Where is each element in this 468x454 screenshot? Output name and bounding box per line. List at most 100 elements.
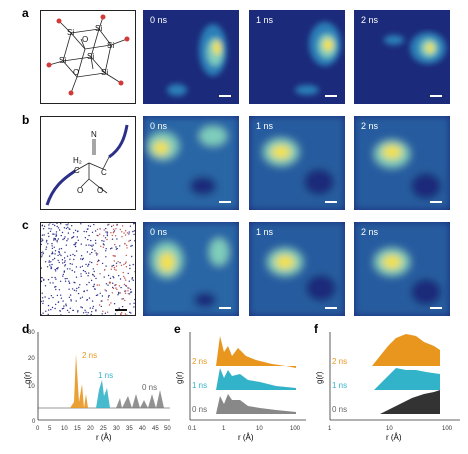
time-label-b-1: 1 ns xyxy=(256,121,274,131)
atom-dot xyxy=(51,263,53,266)
atom-dot xyxy=(46,266,49,268)
ytick: 20 xyxy=(28,356,35,362)
atom-dot xyxy=(76,236,78,238)
atom-dot xyxy=(84,309,86,311)
atom-dot xyxy=(87,275,89,277)
atom-dot xyxy=(86,284,88,286)
atom-dot xyxy=(41,238,43,240)
y-axis-label: g(r) xyxy=(316,371,324,384)
atom-dot xyxy=(54,268,56,271)
y-axis-label: g(r) xyxy=(176,371,184,384)
scale-bar xyxy=(219,95,231,97)
series-label-2ns: 2 ns xyxy=(192,357,207,366)
atom-dot xyxy=(99,233,101,235)
atom-dot xyxy=(62,273,64,276)
density-map-a-2ns: 2 ns xyxy=(354,10,450,104)
atom-dot xyxy=(74,282,76,284)
atom-dot xyxy=(115,228,117,230)
network-snapshot-svg xyxy=(41,223,135,315)
atom-dot xyxy=(43,225,46,227)
atom-dot xyxy=(55,278,57,280)
atom-dot xyxy=(110,232,112,234)
atom-dot xyxy=(101,313,103,315)
atom-dot xyxy=(123,232,125,234)
atom-dot xyxy=(124,290,126,292)
atom-dot xyxy=(86,228,89,230)
atom-dot xyxy=(112,232,115,234)
atom-dot xyxy=(47,279,50,281)
atom-dot xyxy=(54,307,56,310)
atom-dot xyxy=(134,298,135,301)
atom-dot xyxy=(51,251,54,253)
atom-dot xyxy=(111,292,114,294)
atom-dot xyxy=(55,270,57,272)
atom-dot xyxy=(86,251,89,253)
atom-dot xyxy=(89,261,91,263)
atom-dot xyxy=(45,248,47,250)
atom-dot xyxy=(127,293,129,295)
atom-dot xyxy=(111,238,114,240)
time-label-a-0: 0 ns xyxy=(150,15,168,25)
poss-molecule-diagram: Si Si Si Si Si Si O O xyxy=(40,10,136,104)
atom-dot xyxy=(134,264,135,266)
atom-dot xyxy=(60,234,62,237)
poss-cage-svg: Si Si Si Si Si Si O O xyxy=(46,14,130,96)
xtick: 10 xyxy=(256,426,263,432)
atom-dot xyxy=(44,285,47,287)
atom-dot xyxy=(47,232,49,234)
atom-dot xyxy=(51,253,53,255)
atom-dot xyxy=(88,244,90,246)
atom-dot xyxy=(41,256,43,258)
atom-dot xyxy=(81,258,84,261)
ytick: 10 xyxy=(28,384,35,390)
atom-si-4: Si xyxy=(59,56,66,65)
atom-dot xyxy=(69,268,71,270)
atom-dot xyxy=(52,223,54,226)
series-label-2ns: 2 ns xyxy=(332,357,347,366)
ytick: 0 xyxy=(32,419,36,425)
atom-dot xyxy=(129,291,132,293)
atom-dot xyxy=(68,280,70,282)
scale-bar xyxy=(325,307,337,309)
atom-dot xyxy=(124,230,127,232)
atom-dot xyxy=(115,269,117,271)
atom-dot xyxy=(62,262,64,264)
atom-si-2: Si xyxy=(95,24,102,33)
atom-dot xyxy=(104,312,107,314)
atom-dot xyxy=(60,314,62,315)
atom-dot xyxy=(93,223,95,226)
atom-dot xyxy=(103,235,105,237)
xtick: 40 xyxy=(139,426,146,432)
xtick: 0.1 xyxy=(188,426,197,432)
atom-dot xyxy=(89,307,91,309)
xtick: 30 xyxy=(113,426,120,432)
panel-label-c: c xyxy=(22,218,29,232)
atom-dot xyxy=(68,228,70,230)
atom-dot xyxy=(128,240,130,242)
atom-dot xyxy=(85,244,87,246)
atom-dot xyxy=(54,253,56,255)
time-label-b-2: 2 ns xyxy=(361,121,379,131)
atom-dot xyxy=(81,265,84,267)
atom-si-5: Si xyxy=(87,52,94,61)
atom-dot xyxy=(104,237,107,239)
atom-dot xyxy=(41,314,43,315)
series-label-1ns: 1 ns xyxy=(332,381,347,390)
atom-dot xyxy=(124,279,127,281)
panel-label-b: b xyxy=(22,113,30,127)
atom-dot xyxy=(51,247,54,250)
series-label-1ns: 1 ns xyxy=(98,371,113,380)
atom-dot xyxy=(134,314,135,315)
atom-dot xyxy=(54,250,57,252)
atom-dot xyxy=(134,223,135,225)
atom-dot xyxy=(97,259,100,261)
time-label-c-2: 2 ns xyxy=(361,227,379,237)
atom-dot xyxy=(41,234,44,236)
atom-dot xyxy=(113,266,116,269)
atom-dot xyxy=(60,254,62,257)
atom-dot xyxy=(52,259,54,261)
atom-dot xyxy=(77,239,79,241)
atom-dot xyxy=(92,274,94,276)
atom-dot xyxy=(58,289,61,291)
atom-dot xyxy=(125,284,127,287)
